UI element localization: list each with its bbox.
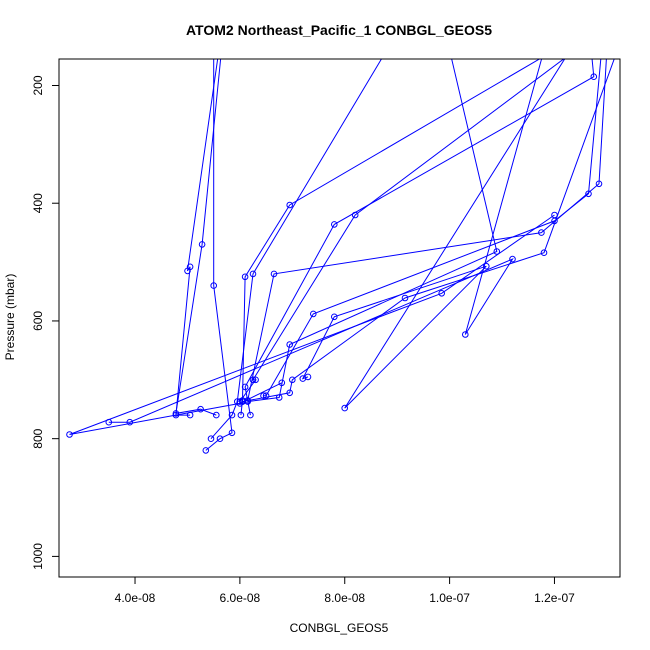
- data-point: [310, 310, 317, 318]
- data-point: [237, 411, 245, 419]
- x-tick-label: 8.0e-08: [324, 591, 365, 605]
- data-point: [483, 262, 490, 270]
- data-point: [289, 376, 296, 384]
- data-point: [228, 429, 236, 437]
- data-point: [590, 73, 598, 80]
- x-tick-label: 1.0e-07: [429, 591, 470, 605]
- data-point: [286, 341, 294, 348]
- profile-line: [244, 59, 595, 416]
- profile-line: [247, 59, 498, 403]
- x-tick-label: 6.0e-08: [220, 591, 261, 605]
- x-axis-label: CONBGL_GEOS5: [290, 621, 389, 635]
- data-point: [207, 435, 215, 443]
- y-axis: 200 400 600 800 1000: [31, 75, 59, 570]
- plot-frame: [58, 58, 621, 578]
- data-point: [278, 379, 286, 387]
- data-point: [186, 263, 194, 271]
- data-point: [216, 435, 224, 443]
- data-point: [260, 392, 267, 400]
- data-point: [126, 418, 134, 426]
- chart-title: ATOM2 Northeast_Pacific_1 CONBGL_GEOS5: [186, 22, 492, 38]
- data-point: [66, 431, 73, 438]
- data-point: [252, 376, 259, 384]
- data-point: [538, 229, 545, 236]
- profile-line: [301, 59, 565, 409]
- data-point: [247, 411, 254, 419]
- data-point: [249, 376, 257, 384]
- y-tick-label: 200: [31, 75, 45, 95]
- data-point: [331, 313, 338, 321]
- data-point: [540, 249, 548, 256]
- data-point: [228, 411, 236, 419]
- y-tick-label: 1000: [31, 543, 45, 570]
- profile-line: [205, 59, 233, 451]
- profiles-group: [66, 59, 615, 454]
- data-point: [401, 294, 409, 302]
- profile-line: [242, 59, 615, 403]
- data-point: [197, 405, 204, 413]
- x-tick-label: 4.0e-08: [115, 591, 156, 605]
- x-tick-label: 1.2e-07: [534, 591, 575, 605]
- profile-line: [175, 59, 219, 416]
- x-axis: 4.0e-08 6.0e-08 8.0e-08 1.0e-07 1.2e-07: [115, 577, 575, 605]
- data-point: [172, 410, 180, 417]
- data-point: [241, 273, 249, 281]
- data-point: [202, 447, 210, 454]
- data-point: [351, 211, 359, 219]
- data-point: [304, 373, 312, 381]
- data-point: [241, 383, 249, 391]
- data-point: [249, 270, 257, 278]
- y-tick-label: 800: [31, 428, 45, 448]
- data-point: [462, 331, 469, 338]
- data-point: [341, 404, 349, 412]
- data-point: [236, 400, 244, 407]
- data-point: [270, 270, 278, 278]
- data-point: [595, 180, 603, 188]
- y-tick-label: 400: [31, 193, 45, 213]
- data-point: [331, 221, 338, 228]
- profile-line: [175, 59, 222, 416]
- data-point: [509, 255, 516, 263]
- y-axis-label: Pressure (mbar): [3, 274, 17, 361]
- profile-line: [108, 59, 542, 423]
- data-point: [551, 211, 558, 219]
- y-tick-label: 600: [31, 311, 45, 331]
- data-point: [286, 201, 294, 209]
- data-point: [262, 392, 270, 400]
- data-point: [286, 389, 294, 397]
- data-point: [198, 241, 206, 248]
- profile-line: [69, 214, 555, 435]
- data-point: [438, 290, 446, 297]
- data-point: [210, 282, 217, 289]
- data-point: [213, 411, 220, 419]
- data-point: [493, 248, 501, 255]
- data-point: [585, 190, 592, 198]
